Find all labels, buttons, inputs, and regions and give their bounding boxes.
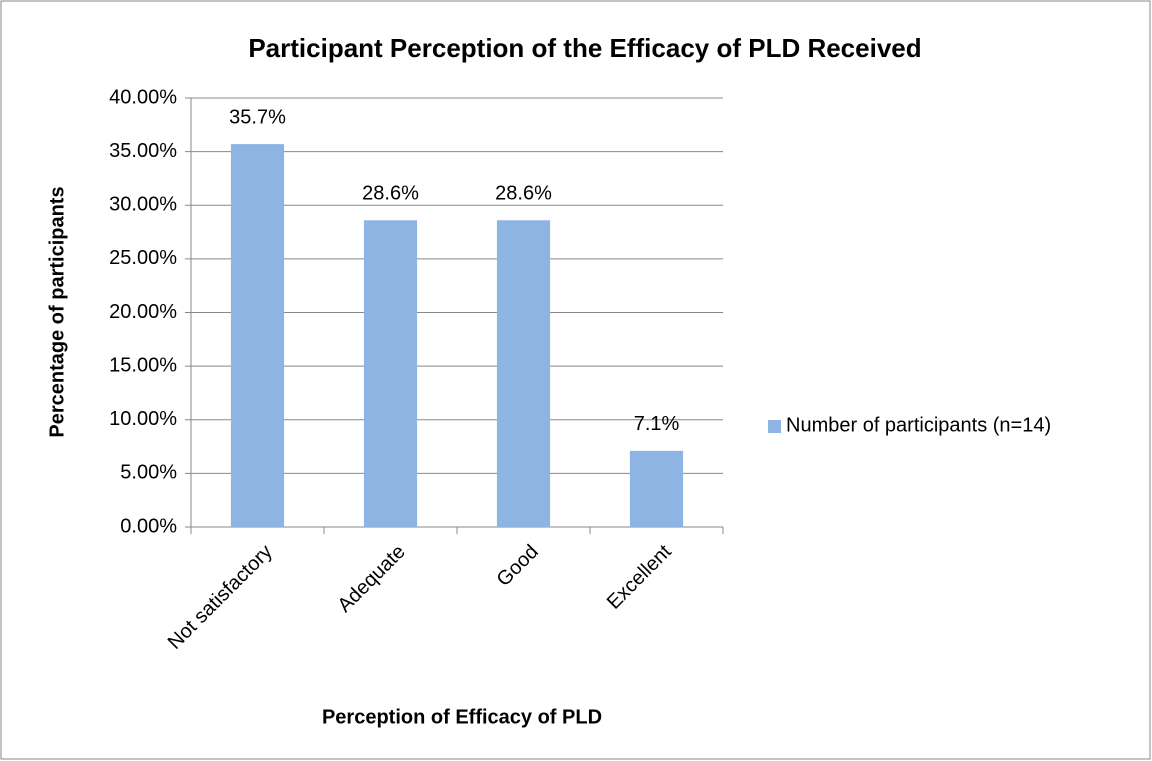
y-tick-label: 35.00% [109, 140, 177, 162]
legend-label: Number of participants (n=14) [786, 414, 1051, 436]
y-axis-label: Percentage of participants [46, 186, 68, 437]
y-tick-label: 5.00% [120, 462, 177, 484]
bar [496, 220, 551, 527]
bar [363, 220, 418, 527]
bar [230, 144, 285, 527]
y-tick-label: 25.00% [109, 247, 177, 269]
y-tick-label: 40.00% [109, 86, 177, 108]
y-tick-label: 10.00% [109, 408, 177, 430]
y-tick-label: 30.00% [109, 194, 177, 216]
y-tick-label: 0.00% [120, 515, 177, 537]
x-axis-label: Perception of Efficacy of PLD [322, 706, 602, 728]
y-tick-label: 20.00% [109, 301, 177, 323]
legend-swatch [768, 420, 781, 433]
chart-title: Participant Perception of the Efficacy o… [248, 33, 921, 63]
bar [629, 450, 684, 527]
y-tick-label: 15.00% [109, 354, 177, 376]
data-label: 35.7% [229, 106, 286, 128]
data-label: 7.1% [634, 413, 680, 435]
data-label: 28.6% [495, 183, 552, 205]
data-label: 28.6% [362, 183, 419, 205]
